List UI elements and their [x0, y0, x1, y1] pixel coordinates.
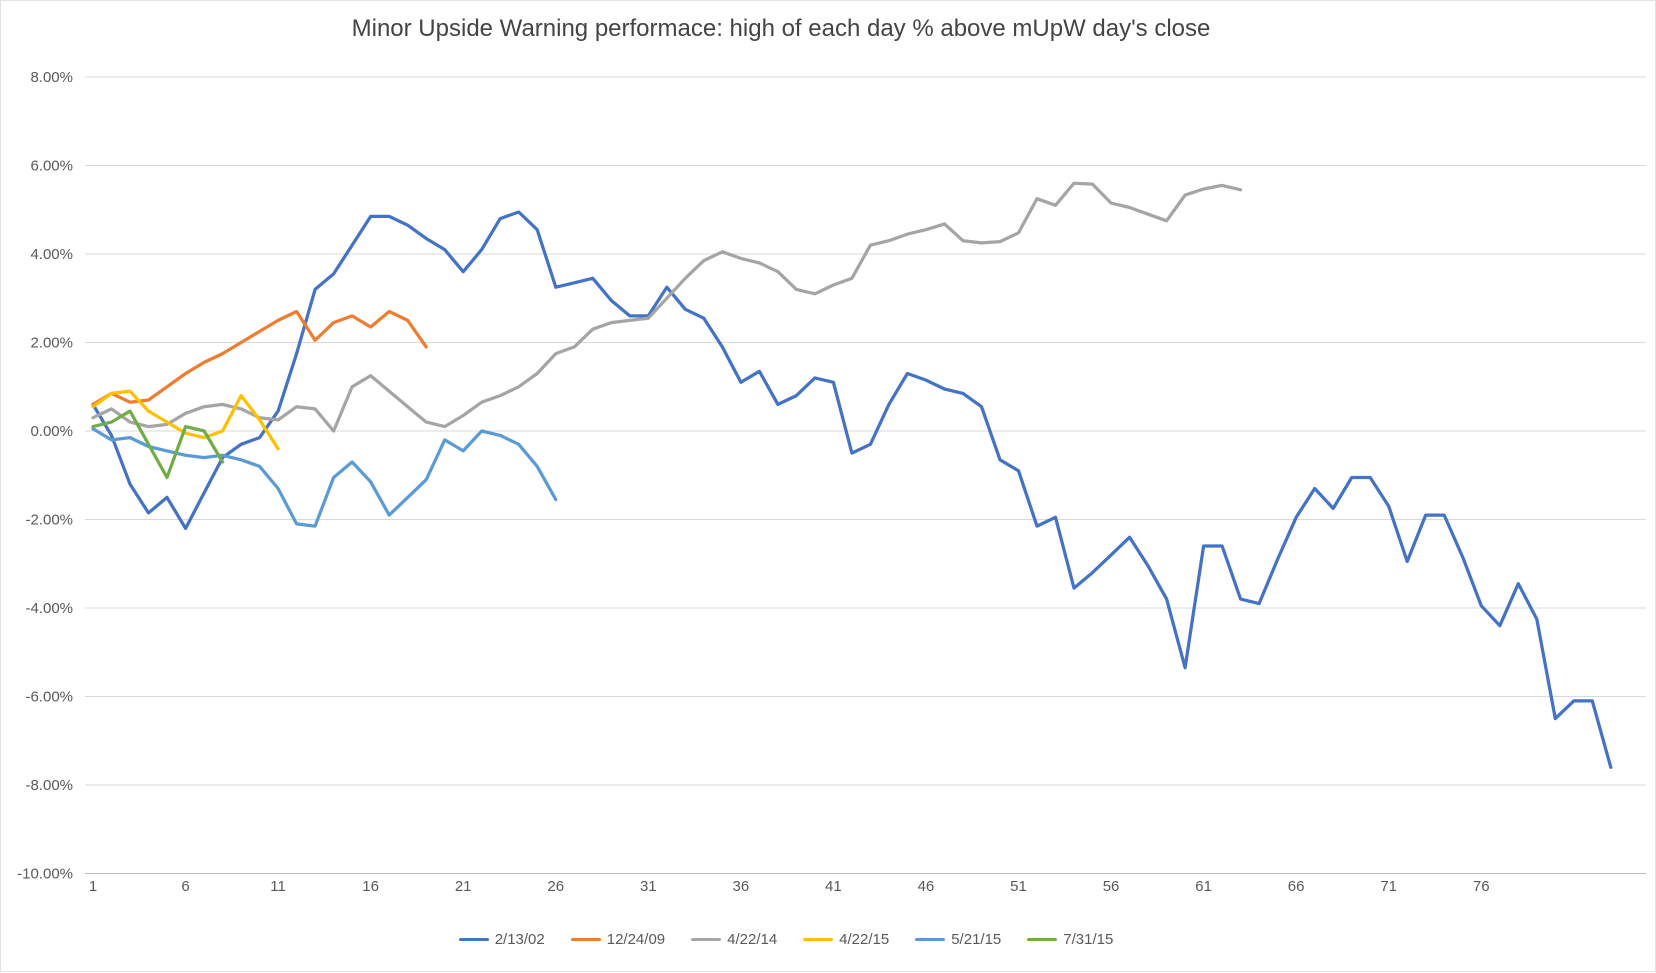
- legend-label: 5/21/15: [951, 931, 1002, 948]
- series-line-5-21-15: [91, 427, 558, 528]
- legend-label: 12/24/09: [606, 931, 666, 948]
- x-tick-label: 21: [455, 878, 472, 895]
- legend-item-2-13-02: 2/13/02: [458, 931, 545, 948]
- legend-item-5-21-15: 5/21/15: [915, 931, 1001, 948]
- legend-item-4-22-14: 4/22/14: [691, 931, 777, 948]
- series-line-7-31-15: [91, 409, 225, 480]
- legend-item-12-24-09: 12/24/09: [570, 931, 666, 948]
- y-tick-label: 0.00%: [30, 423, 73, 440]
- series-line-2-13-02: [91, 210, 1613, 769]
- legend-swatch-icon: [691, 937, 722, 942]
- x-tick-label: 36: [733, 878, 750, 895]
- series-line-12-24-09: [91, 309, 428, 407]
- x-tick-label: 51: [1010, 878, 1027, 895]
- y-tick-label: 2.00%: [30, 335, 73, 352]
- y-tick-label: -2.00%: [25, 512, 73, 529]
- y-tick-label: -6.00%: [25, 689, 73, 706]
- series-line-4-22-15: [91, 389, 280, 451]
- x-tick-label: 31: [640, 878, 657, 895]
- legend-label: 4/22/15: [839, 931, 890, 948]
- y-tick-label: 4.00%: [30, 246, 73, 263]
- x-tick-label: 46: [918, 878, 935, 895]
- y-tick-label: 8.00%: [30, 69, 73, 86]
- x-tick-label: 16: [362, 878, 379, 895]
- x-tick-label: 41: [825, 878, 842, 895]
- x-tick-label: 26: [547, 878, 564, 895]
- legend-swatch-icon: [803, 937, 834, 942]
- legend-item-7-31-15: 7/31/15: [1027, 931, 1113, 948]
- legend-label: 2/13/02: [494, 931, 545, 948]
- legend-item-4-22-15: 4/22/15: [803, 931, 889, 948]
- legend-label: 7/31/15: [1063, 931, 1114, 948]
- x-tick-label: 71: [1380, 878, 1397, 895]
- x-tick-label: 56: [1103, 878, 1120, 895]
- x-tick-label: 6: [181, 878, 189, 895]
- legend-swatch-icon: [915, 937, 946, 942]
- y-tick-label: -4.00%: [25, 600, 73, 617]
- y-tick-label: 6.00%: [30, 158, 73, 175]
- x-tick-label: 76: [1473, 878, 1490, 895]
- y-tick-label: -8.00%: [25, 777, 73, 794]
- legend-swatch-icon: [458, 937, 489, 942]
- chart-legend: 2/13/02 12/24/09 4/22/14 4/22/15 5/21/15 7/31…: [1, 931, 1571, 948]
- x-tick-label: 61: [1195, 878, 1212, 895]
- series-line-4-22-14: [91, 181, 1243, 433]
- legend-swatch-icon: [1027, 937, 1058, 942]
- chart-title: Minor Upside Warning performace: high of…: [351, 15, 1211, 42]
- x-tick-label: 66: [1288, 878, 1305, 895]
- y-tick-label: -10.00%: [17, 866, 73, 883]
- legend-label: 4/22/14: [727, 931, 778, 948]
- legend-swatch-icon: [570, 937, 601, 942]
- x-tick-label: 11: [270, 878, 286, 895]
- x-tick-label: 1: [89, 878, 97, 895]
